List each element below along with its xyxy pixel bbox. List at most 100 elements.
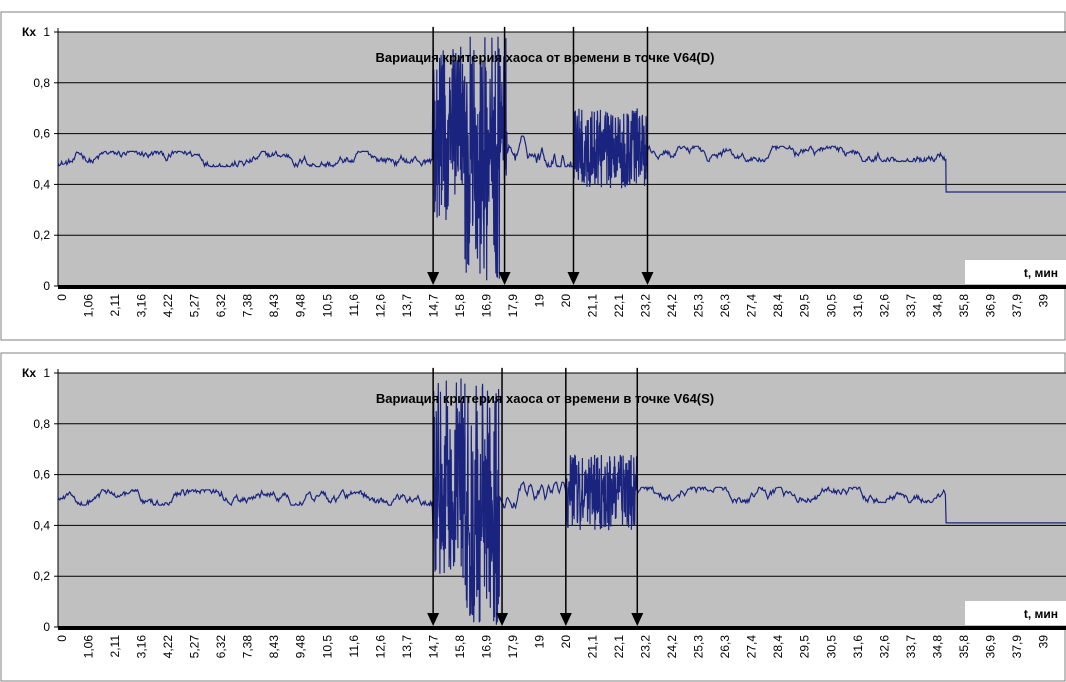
- x-tick-label: 9,48: [294, 635, 308, 659]
- y-tick-label: 1: [43, 366, 50, 380]
- x-axis-label: t, мин: [1024, 266, 1058, 280]
- x-tick-label: 3,16: [135, 635, 149, 659]
- x-tick-label: 21,1: [586, 635, 600, 659]
- x-tick-label: 22,1: [612, 635, 626, 659]
- x-tick-label: 11,6: [347, 294, 361, 317]
- y-tick-label: 0,4: [33, 177, 50, 191]
- x-tick-label: 10,5: [320, 294, 334, 318]
- x-tick-label: 6,32: [214, 294, 228, 318]
- arrow-head: [567, 272, 580, 285]
- x-tick-label: 16,9: [479, 635, 493, 659]
- x-tick-label: 37,9: [1010, 635, 1024, 659]
- x-tick-label: 23,2: [639, 294, 653, 318]
- x-tick-label: 27,4: [745, 294, 759, 318]
- x-tick-label: 39: [1036, 635, 1050, 649]
- x-tick-label: 35,8: [957, 294, 971, 318]
- x-tick-label: 34,8: [930, 294, 944, 318]
- x-tick-label: 20: [559, 294, 573, 308]
- arrow-head: [496, 613, 509, 626]
- x-tick-label: 7,38: [241, 294, 255, 318]
- series-line: [57, 36, 1066, 281]
- x-tick-label: 0: [55, 294, 69, 301]
- x-tick-label: 4,22: [161, 635, 175, 659]
- x-tick-label: 21,1: [586, 294, 600, 318]
- x-tick-label: 27,4: [745, 635, 759, 659]
- chart-svg-top: 0 0,2 0,4 0,6 0,8 1 Кх 0 1,06 2,11 3,16 4,22 5,27 6,3…: [0, 11, 1066, 341]
- x-tick-label: 8,43: [267, 635, 281, 659]
- x-tick-label: 5,27: [188, 294, 202, 318]
- chart-svg-bottom: 0 0,2 0,4 0,6 0,8 1 Кх 0 1,06 2,11 3,16 4,22 5,27 6,3…: [0, 352, 1066, 682]
- x-tick-label: 30,5: [824, 635, 838, 659]
- series-line: [57, 378, 1066, 625]
- x-axis: [58, 285, 1066, 289]
- x-tick-label: 2,11: [108, 635, 122, 658]
- arrow-head: [641, 272, 654, 285]
- arrow-head: [427, 613, 440, 626]
- x-tick-label: 25,3: [692, 294, 706, 318]
- y-axis-label: Кх: [22, 25, 36, 39]
- x-tick-label: 33,7: [904, 635, 918, 659]
- x-tick-label: 5,27: [188, 635, 202, 659]
- x-tick-label: 14,7: [426, 635, 440, 659]
- x-tick-label: 28,4: [771, 294, 785, 318]
- x-tick-label: 1,06: [82, 635, 96, 659]
- x-tick-label: 28,4: [771, 635, 785, 659]
- x-tick-label: 1,06: [82, 294, 96, 318]
- x-tick-label: 23,2: [639, 635, 653, 659]
- x-tick-label: 30,5: [824, 294, 838, 318]
- x-tick-label: 4,22: [161, 294, 175, 318]
- arrow-head: [427, 272, 440, 285]
- x-tick-label: 25,3: [692, 635, 706, 659]
- x-tick-label: 36,9: [983, 635, 997, 659]
- x-tick-label: 31,6: [851, 294, 865, 318]
- x-tick-label: 13,7: [400, 635, 414, 659]
- y-tick-label: 1: [43, 25, 50, 39]
- x-tick-label: 39: [1036, 294, 1050, 308]
- x-tick-label: 15,8: [453, 635, 467, 659]
- x-tick-label: 10,5: [320, 635, 334, 659]
- chart-panel-bottom: 0 0,2 0,4 0,6 0,8 1 Кх 0 1,06 2,11 3,16 4,22 5,27 6,3…: [0, 341, 1066, 682]
- x-tick-label: 8,43: [267, 294, 281, 318]
- x-tick-label: 29,5: [798, 635, 812, 659]
- y-tick-label: 0: [43, 620, 50, 634]
- x-tick-label: 19: [532, 294, 546, 308]
- x-tick-label: 26,3: [718, 635, 732, 659]
- x-tick-label: 15,8: [453, 294, 467, 318]
- x-tick-label: 17,9: [506, 294, 520, 318]
- x-tick-label: 7,38: [241, 635, 255, 659]
- chart-title: Вариация критерия хаоса от времени в точ…: [376, 50, 715, 65]
- x-tick-label: 29,5: [798, 294, 812, 318]
- x-tick-label: 37,9: [1010, 294, 1024, 318]
- x-tick-label: 16,9: [479, 294, 493, 318]
- y-tick-label: 0,2: [33, 569, 50, 583]
- y-axis-label: Кх: [22, 366, 36, 380]
- x-tick-label: 3,16: [135, 294, 149, 318]
- x-axis: [58, 626, 1066, 630]
- x-tick-label: 36,9: [983, 294, 997, 318]
- x-tick-label: 9,48: [294, 294, 308, 318]
- x-tick-label: 34,8: [930, 635, 944, 659]
- y-tick-label: 0,6: [33, 468, 50, 482]
- x-tick-label: 12,6: [373, 294, 387, 318]
- x-tick-label: 26,3: [718, 294, 732, 318]
- y-tick-label: 0,8: [33, 417, 50, 431]
- y-tick-label: 0: [43, 279, 50, 293]
- x-tick-label: 17,9: [506, 635, 520, 659]
- x-tick-label: 6,32: [214, 635, 228, 659]
- plot-area: [58, 373, 1066, 627]
- x-tick-label: 11,6: [347, 635, 361, 658]
- x-tick-label: 0: [55, 635, 69, 642]
- y-tick-label: 0,4: [33, 518, 50, 532]
- x-tick-label: 14,7: [426, 294, 440, 318]
- x-tick-label: 2,11: [108, 294, 122, 317]
- x-tick-label: 13,7: [400, 294, 414, 318]
- x-tick-label: 22,1: [612, 294, 626, 318]
- chart-panel-top: 0 0,2 0,4 0,6 0,8 1 Кх 0 1,06 2,11 3,16 4,22 5,27 6,3…: [0, 11, 1066, 341]
- x-tick-label: 24,2: [665, 635, 679, 659]
- x-tick-label: 32,6: [877, 635, 891, 659]
- y-tick-label: 0,8: [33, 76, 50, 90]
- y-tick-label: 0,2: [33, 228, 50, 242]
- chart-title: Вариация критерия хаоса от времени в точ…: [376, 391, 714, 406]
- x-tick-label: 32,6: [877, 294, 891, 318]
- x-axis-label: t, мин: [1024, 607, 1058, 621]
